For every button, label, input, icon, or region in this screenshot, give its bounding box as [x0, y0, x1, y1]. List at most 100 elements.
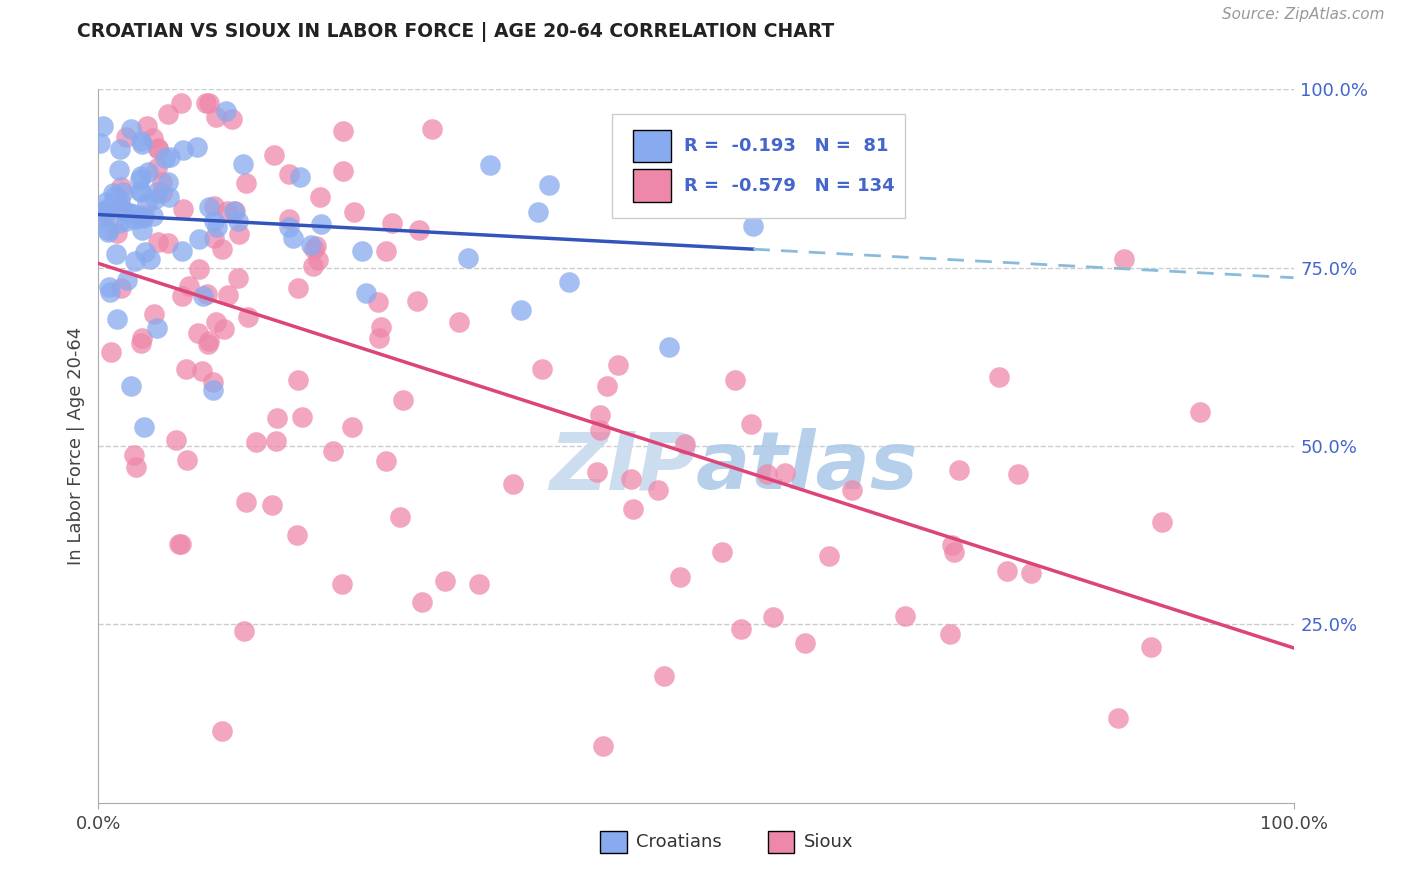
Point — [104, 196, 127, 211]
FancyBboxPatch shape — [633, 130, 671, 162]
Point — [668, 570, 690, 584]
Point — [647, 483, 669, 497]
Point — [596, 378, 619, 392]
Point — [585, 465, 607, 479]
Point — [558, 275, 581, 289]
Point — [187, 261, 209, 276]
Point — [226, 214, 249, 228]
Point — [233, 624, 256, 639]
Point — [129, 184, 152, 198]
Point — [148, 142, 170, 156]
Point — [124, 254, 146, 268]
Point — [658, 340, 681, 354]
Point — [794, 636, 817, 650]
Point — [111, 185, 134, 199]
Point — [101, 186, 124, 200]
Point — [756, 467, 779, 481]
Point — [467, 577, 489, 591]
Point — [406, 294, 429, 309]
Point — [105, 226, 128, 240]
Point — [96, 194, 118, 209]
Point — [703, 193, 725, 207]
Point — [120, 379, 142, 393]
Point — [673, 437, 696, 451]
Point — [305, 239, 328, 253]
Point — [332, 164, 354, 178]
Point — [287, 280, 309, 294]
Point — [188, 232, 211, 246]
Point — [285, 527, 308, 541]
Point — [841, 483, 863, 497]
Point — [124, 211, 146, 226]
Point — [211, 723, 233, 738]
Point — [157, 190, 180, 204]
Point — [948, 463, 970, 477]
Point — [131, 136, 153, 151]
Point — [132, 420, 155, 434]
Point — [287, 373, 309, 387]
Point — [290, 170, 312, 185]
Point — [537, 178, 560, 193]
Point — [201, 376, 224, 390]
Point — [263, 148, 285, 162]
FancyBboxPatch shape — [633, 169, 671, 202]
Point — [730, 622, 752, 636]
Point — [1107, 711, 1129, 725]
Point — [322, 444, 344, 458]
Point — [235, 495, 257, 509]
Point — [502, 476, 524, 491]
Point — [194, 96, 217, 111]
Point — [510, 302, 533, 317]
Point — [100, 344, 122, 359]
Point — [352, 244, 374, 258]
Point — [939, 626, 962, 640]
Point — [1112, 252, 1135, 266]
Point — [457, 251, 479, 265]
Point — [134, 245, 156, 260]
Point — [186, 140, 208, 154]
Point — [143, 307, 166, 321]
Point — [266, 411, 288, 425]
Point — [762, 610, 785, 624]
FancyBboxPatch shape — [600, 830, 627, 854]
Point — [157, 236, 180, 251]
Point — [818, 549, 841, 564]
Point — [740, 417, 762, 432]
Point — [136, 196, 159, 211]
Point — [98, 285, 121, 300]
Point — [97, 225, 120, 239]
Point — [156, 107, 179, 121]
Point — [125, 460, 148, 475]
Point — [643, 202, 665, 216]
Point — [941, 538, 963, 552]
Point — [1019, 566, 1042, 581]
Point — [148, 141, 170, 155]
Point — [104, 189, 127, 203]
Point — [211, 243, 233, 257]
Text: R =  -0.579   N = 134: R = -0.579 N = 134 — [685, 177, 894, 194]
Point — [143, 192, 166, 206]
Point — [145, 161, 167, 176]
Point — [114, 130, 136, 145]
Point — [108, 142, 131, 156]
Point — [170, 537, 193, 551]
Point — [105, 247, 128, 261]
Point — [226, 270, 249, 285]
Point — [110, 194, 132, 208]
Point — [711, 545, 734, 559]
Point — [330, 577, 353, 591]
Point — [222, 204, 245, 219]
Point — [299, 238, 322, 252]
Point — [381, 216, 404, 230]
Point — [215, 103, 238, 118]
Point — [94, 209, 117, 223]
Point — [531, 362, 554, 376]
Point — [195, 286, 218, 301]
Point — [368, 331, 391, 345]
Point — [150, 186, 173, 200]
Point — [128, 210, 150, 224]
Point — [201, 383, 224, 397]
Point — [155, 151, 177, 165]
Point — [627, 195, 650, 210]
Point — [177, 279, 200, 293]
